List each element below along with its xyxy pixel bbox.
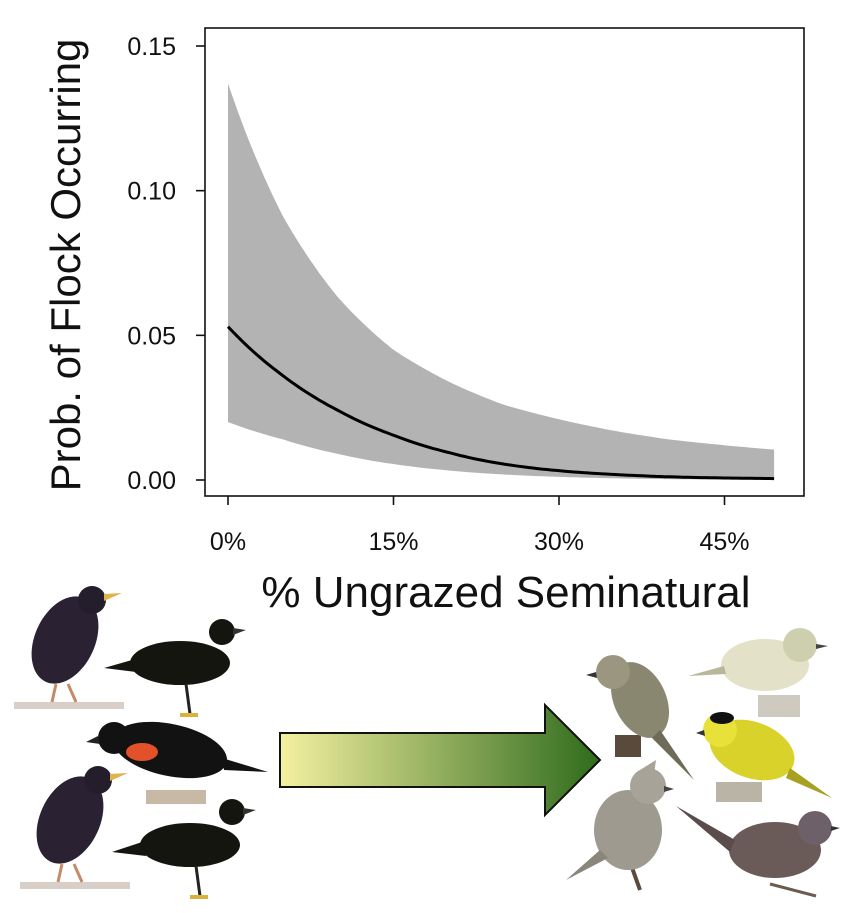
y-tick-label: 0.00 xyxy=(127,467,176,495)
series-line xyxy=(226,325,775,481)
y-axis-title: Prob. of Flock Occurring xyxy=(42,39,89,492)
flycatcher-icon xyxy=(586,655,694,780)
y-tick-label: 0.15 xyxy=(127,33,176,61)
red-winged-blackbird-icon xyxy=(86,721,268,804)
x-tick-label: 30% xyxy=(534,528,584,556)
axes: 0% 15% 30% 45% 0.00 0.05 0.10 0.15 xyxy=(127,27,805,556)
confidence-band xyxy=(228,83,775,480)
vireo-icon xyxy=(688,628,828,717)
x-tick-label: 45% xyxy=(699,528,749,556)
grackle-icon xyxy=(112,799,256,899)
plot-area xyxy=(226,83,775,481)
wilsons-warbler-icon xyxy=(696,712,832,802)
left-bird-group xyxy=(14,586,268,899)
x-axis-title: % Ungrazed Seminatural xyxy=(261,568,750,617)
plot-frame xyxy=(204,27,805,497)
grackle-icon xyxy=(104,619,246,717)
y-tick-label: 0.05 xyxy=(127,322,176,350)
right-bird-group xyxy=(566,628,840,898)
y-tick-label: 0.10 xyxy=(127,178,176,206)
x-tick-label: 15% xyxy=(368,528,418,556)
arrow-icon xyxy=(279,702,602,818)
wrentit-icon xyxy=(676,806,840,898)
starling-icon xyxy=(14,586,124,709)
x-tick-label: 0% xyxy=(210,528,246,556)
starling-icon xyxy=(20,766,130,889)
titmouse-icon xyxy=(566,760,674,891)
